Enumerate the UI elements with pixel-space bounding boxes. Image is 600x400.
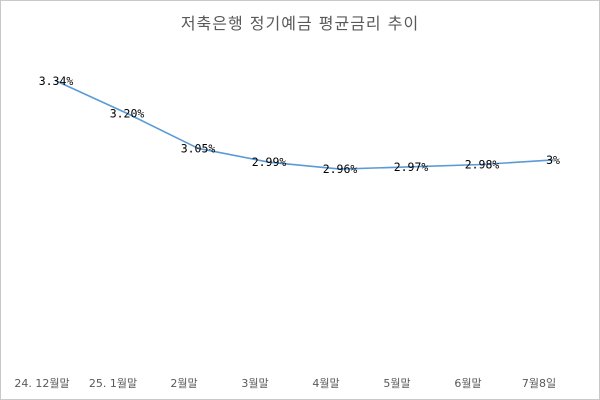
data-label: 2.99% <box>252 155 287 169</box>
x-tick-label: 2월말 <box>170 377 197 390</box>
series-line <box>55 80 554 170</box>
data-label: 3.05% <box>181 141 216 155</box>
data-point <box>410 166 412 168</box>
data-point <box>55 80 57 82</box>
x-tick-label: 3월말 <box>241 377 268 390</box>
data-label: 2.96% <box>323 162 358 176</box>
x-tick-label: 7월8일 <box>522 376 556 390</box>
data-point <box>339 168 341 170</box>
x-tick-label: 4월말 <box>312 377 339 390</box>
chart-title: 저축은행 정기예금 평균금리 추이 <box>180 14 420 33</box>
data-point <box>552 159 554 161</box>
data-label: 3.20% <box>110 106 145 120</box>
x-tick-label: 25. 1월말 <box>89 377 137 390</box>
x-tick-label: 6월말 <box>454 377 481 390</box>
data-point <box>268 161 270 163</box>
data-point <box>197 147 199 150</box>
data-label: 3% <box>546 153 560 167</box>
data-label: 2.97% <box>394 160 429 174</box>
data-label: 3.34% <box>39 74 74 88</box>
data-label: 2.98% <box>465 158 500 172</box>
x-tick-label: 24. 12월말 <box>14 377 69 390</box>
x-tick-label: 5월말 <box>383 377 410 390</box>
data-point <box>481 163 483 166</box>
data-point <box>126 112 128 115</box>
